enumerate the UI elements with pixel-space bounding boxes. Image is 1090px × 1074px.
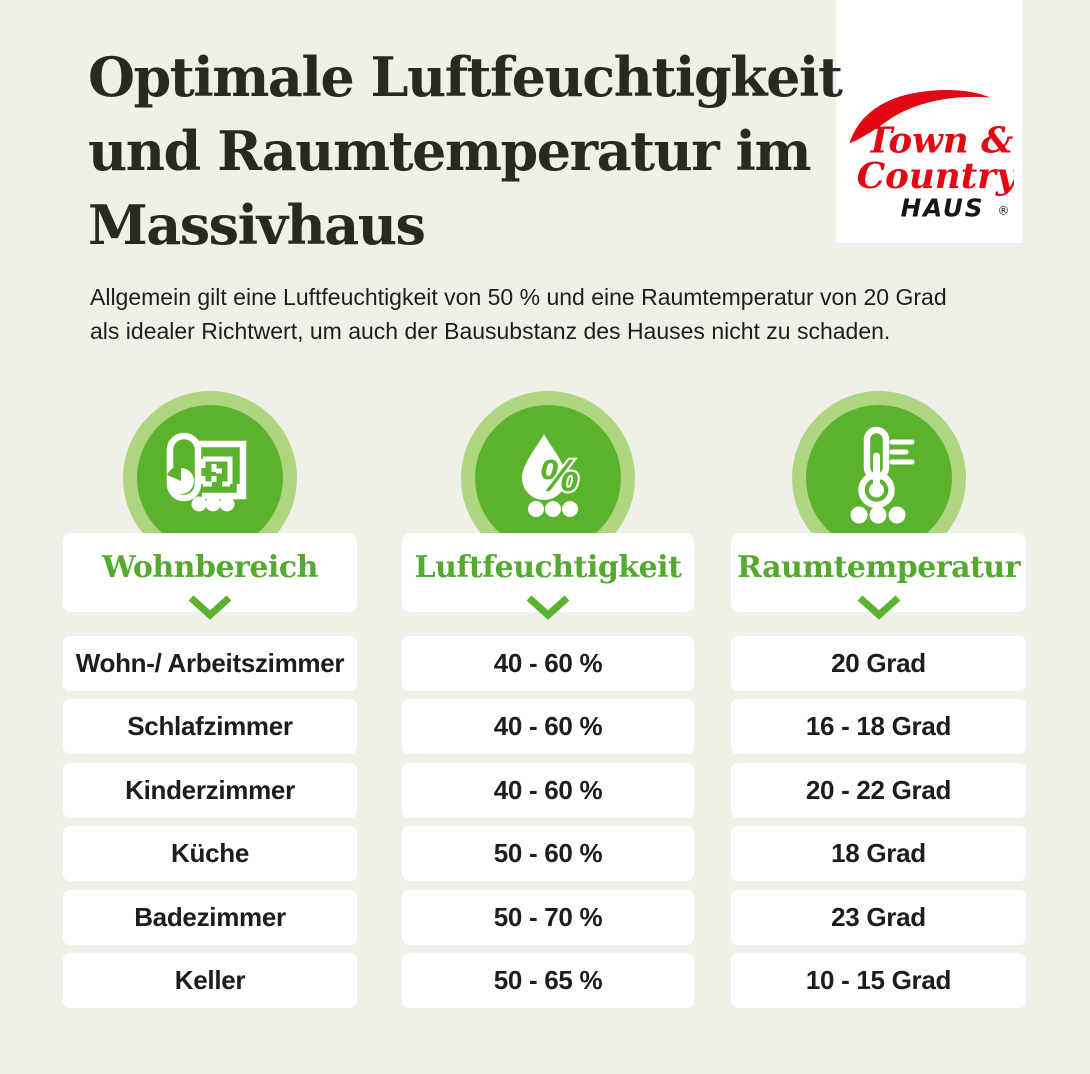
humidity-cell: 50 - 60 % (402, 826, 694, 881)
temperature-cell: 16 - 18 Grad (731, 699, 1026, 754)
humidity-cell: 50 - 65 % (402, 953, 694, 1008)
column-luftfeuchtigkeit: % Luftfeuchtigkeit 40 - 60 % 40 - 60 % 4… (402, 0, 694, 1074)
column-header-label: Luftfeuchtigkeit (414, 550, 682, 585)
chevron-down-icon (186, 594, 234, 622)
room-cell: Kinderzimmer (63, 763, 357, 818)
column-header-label: Wohnbereich (102, 550, 318, 585)
temperature-badge-inner (805, 405, 952, 551)
page-title-line2: und Raumtemperatur im (88, 119, 812, 183)
town-country-logo-box: Town & Country HAUS ® (836, 0, 1022, 243)
page-title-line3: Massivhaus (88, 193, 426, 257)
humidity-droplet-icon: % (522, 434, 581, 517)
thermometer-icon (850, 426, 914, 524)
floor-plan-badge-inner (137, 405, 283, 551)
logo-word-country: Country (857, 156, 1014, 197)
percent-glyph: % (539, 450, 579, 501)
page-title: Optimale Luftfeuchtigkeit und Raumtemper… (88, 40, 868, 262)
column-header-raumtemperatur: Raumtemperatur (731, 533, 1026, 612)
town-country-haus-logo-icon: Town & Country HAUS ® (849, 89, 1014, 222)
intro-text: Allgemein gilt eine Luftfeuchtigkeit von… (90, 280, 1040, 348)
humidity-cell: 40 - 60 % (402, 699, 694, 754)
humidity-cell: 50 - 70 % (402, 890, 694, 945)
column-header-luftfeuchtigkeit: Luftfeuchtigkeit (402, 533, 694, 612)
humidity-cell: 40 - 60 % (402, 763, 694, 818)
room-cell: Keller (63, 953, 357, 1008)
chevron-down-icon (524, 594, 572, 622)
temperature-cell: 18 Grad (731, 826, 1026, 881)
humidity-cell: 40 - 60 % (402, 636, 694, 691)
room-cell: Schlafzimmer (63, 699, 357, 754)
registered-trademark-icon: ® (998, 204, 1010, 218)
room-cell: Badezimmer (63, 890, 357, 945)
temperature-cell: 10 - 15 Grad (731, 953, 1026, 1008)
intro-text-line1: Allgemein gilt eine Luftfeuchtigkeit von… (90, 284, 947, 310)
room-cell: Wohn-/ Arbeitszimmer (63, 636, 357, 691)
temperature-cell: 23 Grad (731, 890, 1026, 945)
page-title-line1: Optimale Luftfeuchtigkeit (88, 45, 843, 109)
floor-plan-icon (166, 432, 247, 512)
column-raumtemperatur: Raumtemperatur 20 Grad 16 - 18 Grad 20 -… (731, 0, 1026, 1074)
intro-text-line2: als idealer Richtwert, um auch der Bausu… (90, 318, 891, 344)
humidity-badge-inner: % (475, 405, 621, 551)
column-header-label: Raumtemperatur (736, 550, 1021, 585)
column-wohnbereich: Wohnbereich Wohn-/ Arbeitszimmer Schlafz… (63, 0, 357, 1074)
logo-word-haus: HAUS (901, 193, 985, 222)
logo-swoosh-icon (849, 89, 991, 144)
column-header-wohnbereich: Wohnbereich (63, 533, 357, 612)
room-cell: Küche (63, 826, 357, 881)
temperature-cell: 20 - 22 Grad (731, 763, 1026, 818)
temperature-cell: 20 Grad (731, 636, 1026, 691)
chevron-down-icon (855, 594, 903, 622)
logo-word-town: Town & (866, 120, 1013, 161)
